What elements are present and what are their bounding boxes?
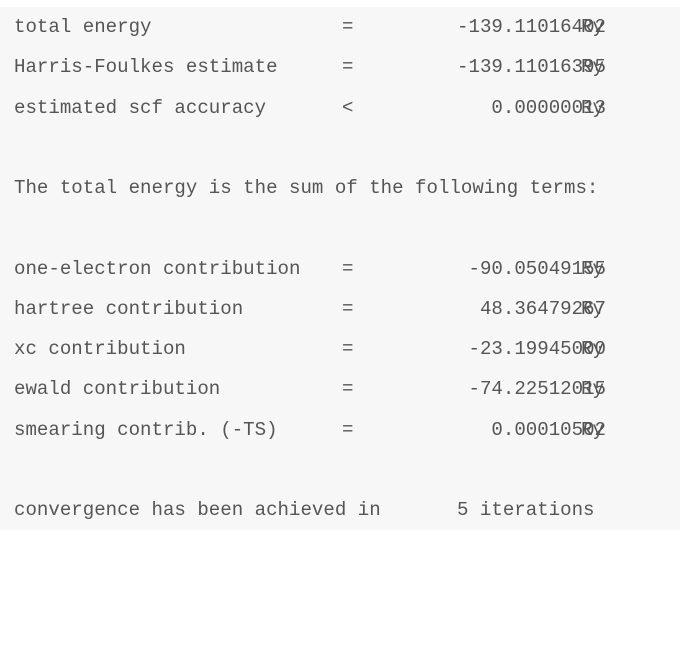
- smearing-row: smearing contrib. (-TS) = 0.00010502 Ry: [0, 410, 680, 450]
- row-label: one-electron contribution: [14, 257, 301, 280]
- code-block: total energy = -139.11016402 Ry Harris-F…: [0, 7, 680, 531]
- blank-line: [0, 128, 680, 168]
- terms-header: The total energy is the sum of the follo…: [0, 168, 680, 208]
- row-label: ewald contribution: [14, 378, 221, 401]
- row-unit: Ry: [581, 16, 604, 38]
- row-unit: Ry: [581, 297, 604, 320]
- one-electron-row: one-electron contribution = -90.05049155…: [0, 249, 680, 289]
- row-value: 0.00000013: [491, 96, 606, 119]
- row-operator: =: [342, 378, 354, 401]
- row-operator: =: [342, 338, 354, 360]
- row-value: -139.11016395: [457, 56, 606, 79]
- convergence-count: 5 iterations: [457, 499, 595, 521]
- blank-line: [0, 208, 680, 248]
- row-label: hartree contribution: [14, 297, 244, 320]
- row-operator: =: [342, 56, 354, 79]
- row-unit: Ry: [581, 56, 604, 79]
- row-value: -90.05049155: [468, 257, 607, 280]
- row-operator: =: [342, 297, 354, 320]
- row-value: -139.11016402: [457, 16, 606, 38]
- row-operator: =: [342, 257, 354, 280]
- row-label: xc contribution: [14, 338, 186, 360]
- row-value: 48.36479267: [479, 297, 606, 320]
- blank-line: [0, 450, 680, 490]
- total-energy-row: total energy = -139.11016402 Ry: [0, 7, 680, 47]
- row-label: Harris-Foulkes estimate: [14, 56, 278, 79]
- row-label: total energy: [14, 16, 152, 38]
- terms-header-text: The total energy is the sum of the follo…: [14, 177, 599, 199]
- convergence-row: convergence has been achieved in 5 itera…: [0, 490, 680, 530]
- row-label: smearing contrib. (-TS): [14, 418, 278, 441]
- hartree-row: hartree contribution = 48.36479267 Ry: [0, 289, 680, 329]
- row-operator: =: [342, 418, 354, 441]
- row-operator: <: [342, 96, 354, 119]
- convergence-text: convergence has been achieved in: [14, 499, 381, 521]
- row-unit: Ry: [581, 418, 604, 441]
- row-label: estimated scf accuracy: [14, 96, 267, 119]
- row-unit: Ry: [581, 338, 604, 360]
- row-operator: =: [342, 16, 354, 38]
- row-value: -74.22512015: [468, 378, 607, 401]
- ewald-row: ewald contribution = -74.22512015 Ry: [0, 369, 680, 409]
- harris-foulkes-row: Harris-Foulkes estimate = -139.11016395 …: [0, 47, 680, 87]
- row-unit: Ry: [581, 257, 604, 280]
- row-unit: Ry: [581, 96, 604, 119]
- xc-row: xc contribution = -23.19945000 Ry: [0, 329, 680, 369]
- row-value: -23.19945000: [468, 338, 607, 360]
- row-value: 0.00010502: [491, 418, 606, 441]
- scf-accuracy-row: estimated scf accuracy < 0.00000013 Ry: [0, 88, 680, 128]
- row-unit: Ry: [581, 378, 604, 401]
